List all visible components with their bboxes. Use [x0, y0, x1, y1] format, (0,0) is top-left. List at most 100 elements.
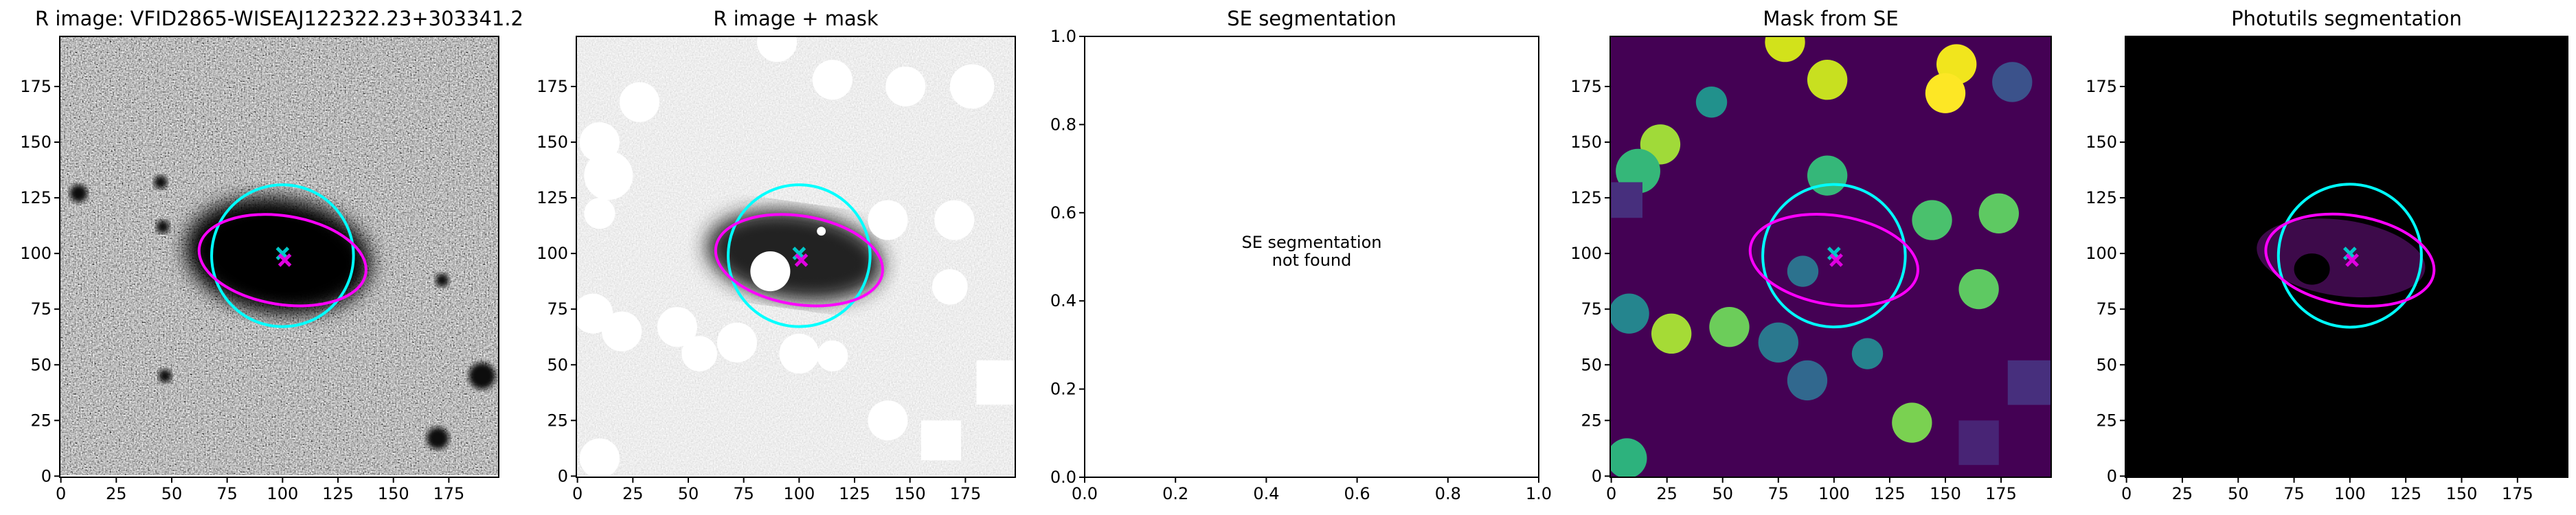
star [427, 427, 449, 450]
x-tick-label: 125 [1874, 484, 1906, 503]
mask-region [817, 340, 848, 371]
segment [1892, 402, 1932, 443]
x-tick-label: 75 [2283, 484, 2305, 503]
segment [1765, 36, 1805, 62]
plot-area [2125, 36, 2568, 477]
x-tick-label: 0 [1606, 484, 1616, 503]
mask-region [812, 60, 852, 100]
y-tick-label: 125 [1570, 188, 1602, 207]
star [158, 369, 172, 383]
x-tick-label: 0 [56, 484, 66, 503]
aperture-ellipse [714, 213, 884, 308]
mask-region [976, 360, 1015, 405]
y-tick-label: 100 [1570, 244, 1602, 263]
plot-area [576, 36, 1015, 477]
segment [1758, 322, 1798, 363]
x-tick-label: 175 [2502, 484, 2533, 503]
mask-region [868, 200, 908, 240]
segment [1610, 293, 1649, 334]
x-tick-label: 50 [1712, 484, 1733, 503]
y-tick-label: 75 [547, 299, 568, 319]
segment [1958, 268, 1999, 310]
y-tick-label: 150 [2086, 133, 2117, 152]
segment [1610, 438, 1647, 477]
panel-title: Photutils segmentation [2231, 7, 2462, 30]
annotation-line: SE segmentation [1242, 233, 1382, 252]
y-tick-label: 175 [536, 77, 568, 96]
y-tick-label: 0 [558, 466, 568, 485]
segment [1695, 86, 1728, 118]
center-marker [794, 253, 809, 267]
y-tick-label: 25 [1581, 411, 1602, 430]
center-marker [278, 253, 292, 267]
x-tick-label: 150 [1930, 484, 1961, 503]
y-tick-label: 75 [30, 299, 52, 319]
segment [1807, 60, 1848, 100]
segment [1651, 313, 1692, 354]
aperture-circle [727, 183, 872, 328]
y-tick-label: 50 [1581, 355, 1602, 374]
star [69, 184, 88, 203]
axes-frame [1084, 36, 1539, 478]
mask-region [757, 36, 798, 62]
x-tick-label: 125 [322, 484, 354, 503]
x-tick-label: 1.0 [1526, 484, 1552, 503]
axes-frame [59, 36, 499, 478]
mask-region [868, 400, 908, 441]
segment [1912, 200, 1952, 240]
x-tick-label: 0 [2121, 484, 2132, 503]
panel: R image: VFID2865-WISEAJ122322.23+303341… [20, 7, 523, 503]
x-tick-label: 125 [2390, 484, 2421, 503]
y-tick-label: 175 [1570, 77, 1602, 96]
star [468, 363, 496, 389]
panel: Mask from SE 0 25 50 75 100 125 150 175 0 25 50 75 10… [1570, 7, 2052, 503]
x-tick-label: 25 [1656, 484, 1677, 503]
y-tick-label: 0.6 [1050, 203, 1076, 222]
y-tick-label: 25 [2096, 411, 2117, 430]
y-tick-label: 0 [2107, 466, 2117, 485]
segment [2007, 360, 2051, 405]
segment [1807, 155, 1848, 196]
y-tick-label: 0 [41, 466, 52, 485]
y-tick-label: 125 [2086, 188, 2117, 207]
x-tick-label: 0.8 [1435, 484, 1461, 503]
y-tick-label: 75 [2096, 299, 2117, 319]
y-tick-label: 25 [547, 411, 568, 430]
mask-region [602, 311, 642, 352]
annotation: SE segmentation not found [1242, 233, 1382, 270]
mask-region [934, 200, 975, 240]
mask-region [920, 420, 961, 461]
center-marker [2345, 253, 2360, 267]
panel-title: R image: VFID2865-WISEAJ122322.23+303341… [35, 7, 523, 30]
plot-area [60, 36, 499, 475]
mask-region [584, 198, 615, 229]
segment [1958, 420, 1999, 466]
x-tick-label: 25 [106, 484, 127, 503]
y-tick-label: 50 [547, 355, 568, 374]
y-tick-label: 0.2 [1050, 380, 1076, 399]
y-tick-label: 100 [2086, 244, 2117, 263]
mask-region [579, 438, 620, 477]
y-tick-label: 150 [536, 133, 568, 152]
axes-frame [576, 36, 1016, 478]
x-tick-label: 75 [216, 484, 238, 503]
segment [1787, 255, 1819, 287]
y-tick-label: 125 [20, 188, 52, 207]
x-tick-label: 175 [949, 484, 981, 503]
aperture-circle [210, 183, 355, 328]
mask-region [681, 336, 717, 371]
y-tick-label: 50 [2096, 355, 2117, 374]
segment [1851, 338, 1884, 369]
star [156, 220, 170, 233]
mask-region [885, 66, 926, 106]
mask-region [779, 334, 820, 374]
aperture-circle [2276, 183, 2423, 329]
y-tick-label: 0.0 [1050, 468, 1076, 487]
x-tick-label: 50 [2228, 484, 2249, 503]
x-tick-label: 125 [839, 484, 870, 503]
x-tick-label: 175 [433, 484, 464, 503]
y-tick-label: 175 [2086, 77, 2117, 96]
panel-title: SE segmentation [1227, 7, 1396, 30]
annotation-line: not found [1272, 251, 1352, 270]
